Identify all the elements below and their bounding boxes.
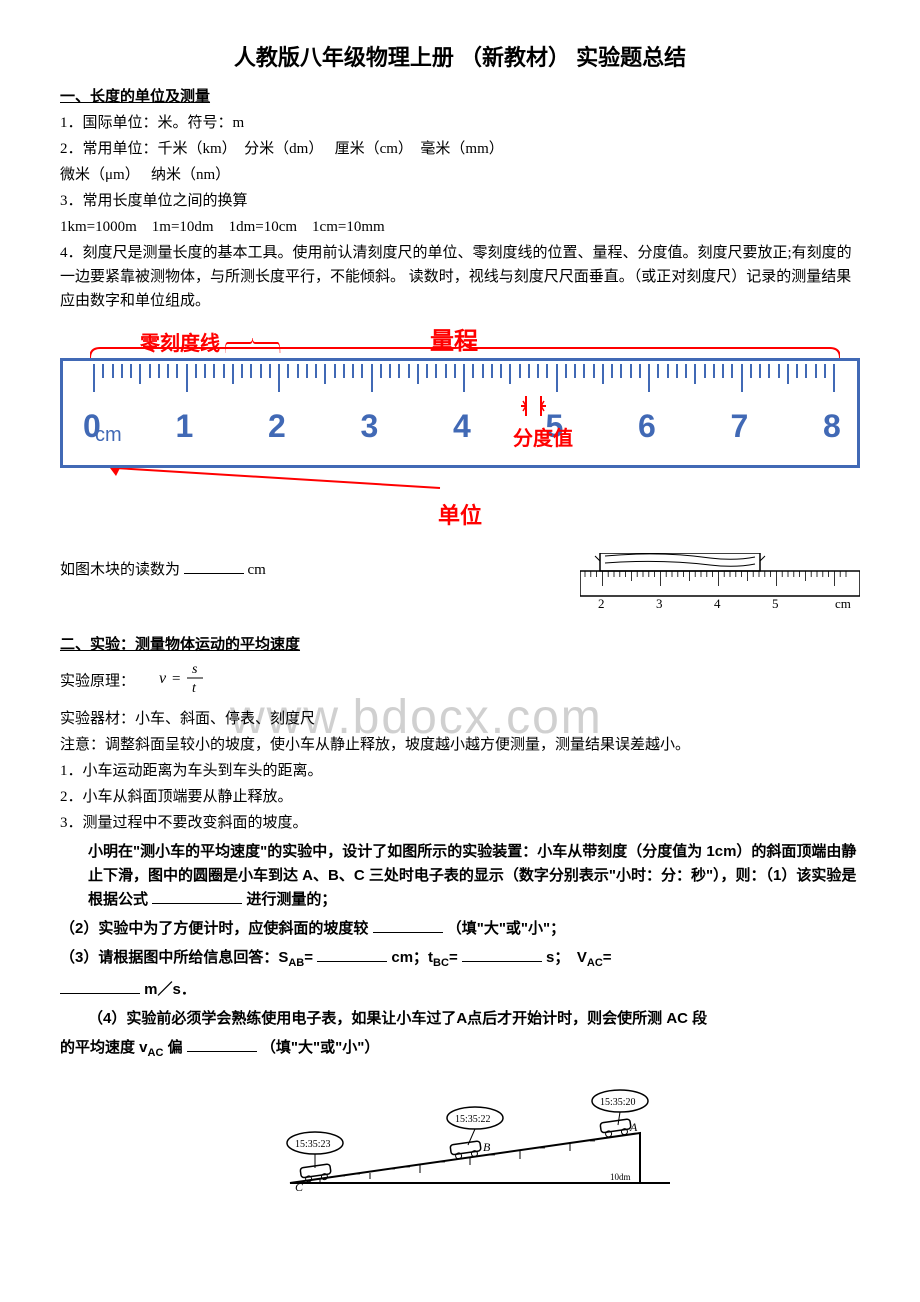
section1-line1: 1．国际单位：米。符号：m [60,111,860,135]
annotation-unit: 单位 [60,498,860,533]
ruler-ticks [93,364,847,394]
section1-line4: 3．常用长度单位之间的换算 [60,189,860,213]
svg-text:cm: cm [835,596,851,611]
unit-pointer [60,468,860,493]
ruler-unit-cm: cm [95,419,122,451]
division-marker [521,391,561,431]
woodblock-prompt: 如图木块的读数为 [60,562,184,578]
experiment-q2: （2）实验中为了方便计时，应使斜面的坡度较 （填"大"或"小"； [60,917,860,941]
svg-text:10dm: 10dm [610,1172,631,1182]
woodblock-unit: cm [248,562,266,578]
experiment-intro: 小明在"测小车的平均速度"的实验中，设计了如图所示的实验装置：小车从带刻度（分度… [60,840,860,912]
section1-line3: 微米（μm） 纳米（nm） [60,163,860,187]
svg-text:2: 2 [598,596,605,611]
experiment-q4: （4）实验前必须学会熟练使用电子表，如果让小车过了A点后才开始计时，则会使所测 … [60,1007,860,1031]
section1-line6: 4．刻度尺是测量长度的基本工具。使用前认清刻度尺的单位、零刻度线的位置、量程、分… [60,241,860,313]
page-title: 人教版八年级物理上册 （新教材） 实验题总结 [60,40,860,75]
svg-text:B: B [483,1140,491,1154]
section1-header: 一、长度的单位及测量 [60,85,860,109]
equipment: 实验器材：小车、斜面、停表、刻度尺 [60,707,860,731]
svg-text:5: 5 [772,596,779,611]
svg-text:C: C [295,1180,304,1194]
experiment-q3b: m／s． [60,978,860,1002]
formula-svg: v = s t [159,659,214,697]
small-ruler-diagram: 2 3 4 5 cm [580,553,860,613]
note1: 1．小车运动距离为车头到车头的距离。 [60,759,860,783]
section1-line5: 1km=1000m 1m=10dm 1dm=10cm 1cm=10mm [60,215,860,239]
ruler-numbers: 012345678 [63,401,857,441]
svg-text:s: s [192,662,198,677]
svg-text:4: 4 [714,596,721,611]
note2: 2．小车从斜面顶端要从静止释放。 [60,785,860,809]
note3: 3．测量过程中不要改变斜面的坡度。 [60,811,860,835]
svg-text:A: A [629,1120,638,1134]
ruler-body: 012345678 cm 分度值 [60,358,860,468]
notice: 注意：调整斜面呈较小的坡度，使小车从静止释放，坡度越小越方便测量，测量结果误差越… [60,733,860,757]
svg-text:15:35:23: 15:35:23 [295,1139,331,1150]
ruler-diagram: 零刻度线 量程 012345678 cm 分度值 单位 [60,328,860,533]
principle-label: 实验原理： [60,674,135,690]
svg-text:t: t [192,681,197,696]
woodblock-question: 如图木块的读数为 cm 2 3 4 5 cm [60,553,860,613]
svg-text:3: 3 [656,596,663,611]
svg-text:15:35:20: 15:35:20 [600,1097,636,1108]
svg-text:v: v [159,670,167,687]
section2-header: 二、实验：测量物体运动的平均速度 [60,633,860,657]
svg-text:15:35:22: 15:35:22 [455,1114,491,1125]
section1-line2: 2．常用单位：千米（km） 分米（dm） 厘米（cm） 毫米（mm） [60,137,860,161]
principle-row: 实验原理： v = s t [60,659,860,705]
experiment-q4b: 的平均速度 vAC 偏 （填"大"或"小"） [60,1036,860,1063]
blank-woodblock [184,559,244,574]
experiment-q3: （3）请根据图中所给信息回答：SAB= cm；tBC= s； VAC= [60,946,860,973]
incline-diagram: 15:35:20 15:35:22 15:35:23 A B C 10dm [60,1083,860,1221]
svg-text:=: = [172,671,180,687]
